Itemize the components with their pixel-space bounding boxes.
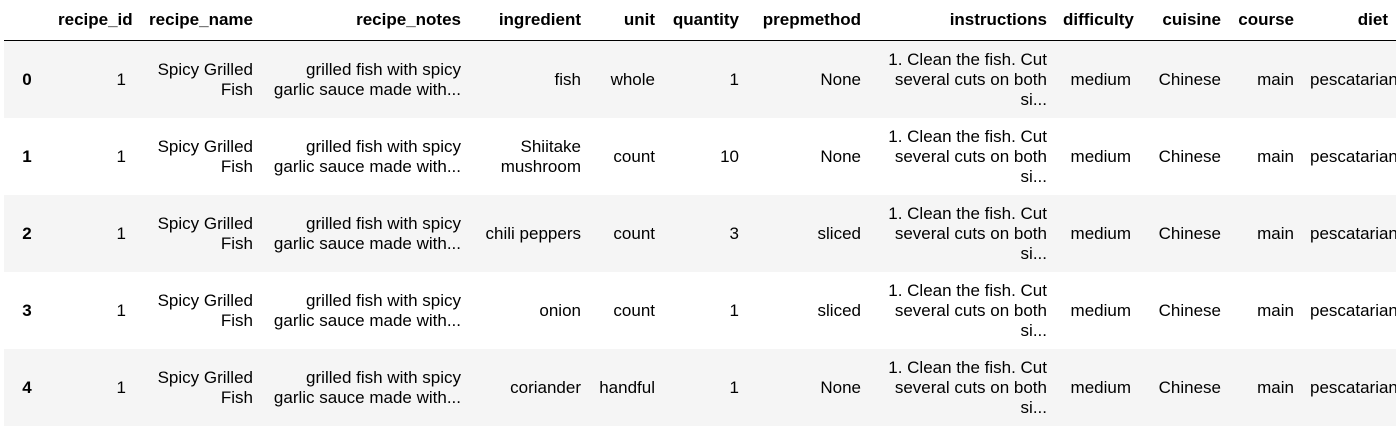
column-header: quantity (663, 0, 747, 41)
column-header: recipe_notes (261, 0, 469, 41)
table-cell: count (613, 146, 655, 166)
table-cell: count (613, 223, 655, 243)
table-cell: Chinese (1158, 300, 1221, 320)
row-index: 4 (22, 377, 32, 397)
table-cell: main (1257, 223, 1294, 243)
table-cell: Chinese (1158, 69, 1221, 89)
table-cell: pescatarian (1310, 146, 1396, 166)
table-cell: Chinese (1158, 223, 1221, 243)
table-cell: Spicy Grilled Fish (157, 59, 253, 99)
table-cell: main (1257, 146, 1294, 166)
table-cell: 1. Clean the fish. Cut several cuts on b… (888, 280, 1047, 340)
table-cell: Shiitake mushroom (500, 136, 581, 176)
table-row: 3 1 Spicy Grilled Fish grilled fish with… (4, 272, 1396, 349)
table-cell: chili peppers (485, 223, 581, 243)
table-cell: 1 (116, 146, 126, 166)
table-cell: 1 (116, 69, 126, 89)
table-cell: onion (539, 300, 581, 320)
table-cell: None (820, 146, 861, 166)
column-header: recipe_name (134, 0, 261, 41)
table-cell: whole (610, 69, 655, 89)
table-cell: sliced (817, 223, 861, 243)
column-header: prepmethod (747, 0, 869, 41)
table-cell: 1 (116, 223, 126, 243)
table-cell: count (613, 300, 655, 320)
column-header: difficulty (1055, 0, 1139, 41)
table-cell: medium (1070, 300, 1131, 320)
table-cell: pescatarian (1310, 300, 1396, 320)
table-cell: handful (599, 377, 655, 397)
column-header: instructions (869, 0, 1055, 41)
table-cell: Spicy Grilled Fish (157, 290, 253, 330)
table-cell: Chinese (1158, 377, 1221, 397)
column-header: cuisine (1139, 0, 1229, 41)
table-cell: main (1257, 69, 1294, 89)
header-row: recipe_id recipe_name recipe_notes ingre… (4, 0, 1396, 41)
table-cell: pescatarian (1310, 223, 1396, 243)
table-cell: 1. Clean the fish. Cut several cuts on b… (888, 357, 1047, 417)
table-cell: None (820, 69, 861, 89)
table-cell: Spicy Grilled Fish (157, 213, 253, 253)
table-cell: grilled fish with spicy garlic sauce mad… (273, 290, 461, 330)
column-header: recipe_id (50, 0, 134, 41)
table-cell: 10 (720, 146, 739, 166)
table-cell: grilled fish with spicy garlic sauce mad… (273, 59, 461, 99)
table-cell: 1 (729, 300, 739, 320)
table-cell: 1. Clean the fish. Cut several cuts on b… (888, 126, 1047, 186)
table-cell: 1. Clean the fish. Cut several cuts on b… (888, 203, 1047, 263)
row-index: 0 (22, 69, 32, 89)
table-cell: fish (554, 69, 581, 89)
table-cell: grilled fish with spicy garlic sauce mad… (273, 367, 461, 407)
table-header: recipe_id recipe_name recipe_notes ingre… (4, 0, 1396, 41)
table-cell: main (1257, 377, 1294, 397)
table-cell: 1 (116, 300, 126, 320)
column-header: diet (1302, 0, 1396, 41)
table-cell: pescatarian (1310, 69, 1396, 89)
table-cell: grilled fish with spicy garlic sauce mad… (273, 213, 461, 253)
table-cell: 1 (729, 377, 739, 397)
table-cell: main (1257, 300, 1294, 320)
table-cell: medium (1070, 69, 1131, 89)
table-cell: medium (1070, 223, 1131, 243)
table-cell: None (820, 377, 861, 397)
table-cell: Chinese (1158, 146, 1221, 166)
dataframe-table: recipe_id recipe_name recipe_notes ingre… (4, 0, 1396, 426)
row-index: 3 (22, 300, 32, 320)
index-header (4, 0, 50, 41)
table-row: 1 1 Spicy Grilled Fish grilled fish with… (4, 118, 1396, 195)
table-cell: 3 (729, 223, 739, 243)
table-cell: pescatarian (1310, 377, 1396, 397)
table-row: 0 1 Spicy Grilled Fish grilled fish with… (4, 40, 1396, 118)
row-index: 2 (22, 223, 32, 243)
column-header: unit (589, 0, 663, 41)
column-header: course (1229, 0, 1302, 41)
table-row: 2 1 Spicy Grilled Fish grilled fish with… (4, 195, 1396, 272)
table-cell: sliced (817, 300, 861, 320)
table-row: 4 1 Spicy Grilled Fish grilled fish with… (4, 349, 1396, 426)
table-cell: 1. Clean the fish. Cut several cuts on b… (888, 49, 1047, 109)
table-cell: coriander (510, 377, 581, 397)
table-cell: 1 (116, 377, 126, 397)
row-index: 1 (22, 146, 32, 166)
column-header: ingredient (469, 0, 589, 41)
table-cell: medium (1070, 377, 1131, 397)
table-cell: medium (1070, 146, 1131, 166)
table-cell: Spicy Grilled Fish (157, 367, 253, 407)
table-cell: 1 (729, 69, 739, 89)
table-body: 0 1 Spicy Grilled Fish grilled fish with… (4, 40, 1396, 426)
table-cell: Spicy Grilled Fish (157, 136, 253, 176)
table-cell: grilled fish with spicy garlic sauce mad… (273, 136, 461, 176)
